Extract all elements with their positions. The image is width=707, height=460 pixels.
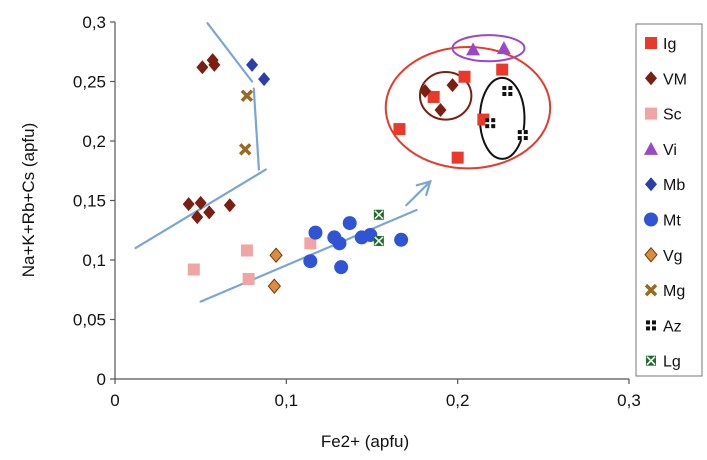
point-az [517, 130, 528, 141]
point-vm [434, 103, 447, 118]
y-tick-label: 0,1 [82, 251, 106, 270]
point-vg [267, 278, 281, 294]
legend-label: Sc [663, 107, 682, 124]
group-ellipse [384, 45, 552, 170]
point-mt [332, 236, 347, 251]
point-vm [206, 53, 219, 68]
trend-line [206, 22, 254, 83]
legend-label: Lg [663, 354, 681, 371]
point-mt [363, 228, 378, 243]
legend-marker-vg [644, 247, 658, 263]
ellipse-group [384, 34, 552, 170]
point-lg [373, 235, 384, 246]
legend-label: VM [663, 71, 687, 88]
y-tick-label: 0,2 [82, 132, 106, 151]
point-vi [496, 41, 511, 55]
point-vm [419, 84, 432, 99]
y-tick-label: 0,3 [82, 13, 106, 32]
point-sc [187, 263, 200, 276]
point-mt [308, 225, 323, 240]
trend-line [252, 87, 261, 171]
legend-box [635, 23, 703, 377]
legend-marker-az [646, 320, 656, 331]
point-az [485, 118, 496, 129]
legend-label: Vi [663, 142, 677, 159]
legend-marker-ig [645, 37, 657, 49]
point-mt [334, 260, 349, 275]
legend-label: Mb [663, 177, 685, 194]
point-mg [238, 143, 252, 156]
y-tick-group: 0 0,05 0,1 0,15 0,2 0,25 0,3 [73, 13, 115, 389]
legend-marker-mt [644, 212, 658, 227]
point-mg [240, 89, 254, 103]
legend: Ig VM Sc Vi Mb Mt Vg Mg Az Lg [635, 23, 703, 377]
point-vm [191, 210, 204, 225]
legend-marker-vm [645, 71, 657, 86]
point-vg [269, 247, 283, 264]
data-point-group [182, 41, 528, 294]
point-vm [203, 205, 216, 220]
point-mb [246, 57, 259, 72]
y-axis-label: Na+K+Rb+Cs (apfu) [19, 123, 38, 278]
legend-label: Mg [663, 283, 685, 300]
point-mt [342, 216, 357, 231]
legend-label: Ig [663, 36, 676, 53]
y-tick-label: 0,05 [73, 311, 106, 330]
point-ig [496, 63, 509, 76]
x-tick-label: 0 [110, 391, 119, 410]
point-sc [242, 273, 255, 286]
group-ellipse [451, 34, 526, 63]
point-sc [240, 244, 253, 257]
y-tick-label: 0,15 [73, 192, 106, 211]
legend-items: Ig VM Sc Vi Mb Mt Vg Mg Az Lg [644, 36, 687, 371]
legend-marker-lg [646, 355, 656, 366]
x-tick-label: 0,1 [275, 391, 299, 410]
y-tick-label: 0 [97, 370, 106, 389]
legend-label: Vg [663, 248, 683, 265]
x-tick-label: 0,2 [446, 391, 470, 410]
point-vm [223, 198, 236, 213]
point-lg [373, 209, 384, 220]
legend-marker-sc [645, 107, 657, 120]
point-ig [451, 151, 464, 164]
legend-marker-vi [644, 141, 658, 155]
point-mt [303, 254, 318, 269]
point-ig [393, 123, 406, 136]
point-az [502, 86, 513, 97]
point-mt [394, 232, 409, 247]
trend-arrowhead [415, 179, 432, 196]
x-tick-group: 0 0,1 0,2 0,3 [110, 379, 641, 410]
y-tick-label: 0,25 [73, 73, 106, 92]
point-vm [196, 60, 209, 75]
trend-line [405, 180, 432, 207]
point-sc [304, 237, 317, 250]
point-vm [182, 197, 195, 212]
point-ig [427, 90, 440, 103]
legend-marker-mb [645, 177, 657, 192]
trend-line-group [134, 22, 432, 303]
legend-label: Mt [663, 213, 681, 230]
point-mb [258, 72, 271, 87]
legend-marker-mg [644, 283, 658, 297]
x-axis-label: Fe2+ (apfu) [321, 432, 409, 451]
x-tick-label: 0,3 [617, 391, 641, 410]
point-vm [194, 195, 207, 210]
point-ig [458, 70, 471, 83]
legend-label: Az [663, 318, 682, 335]
axes [114, 22, 629, 380]
group-ellipse [418, 70, 473, 121]
point-vi [466, 42, 481, 56]
point-vm [446, 78, 459, 93]
